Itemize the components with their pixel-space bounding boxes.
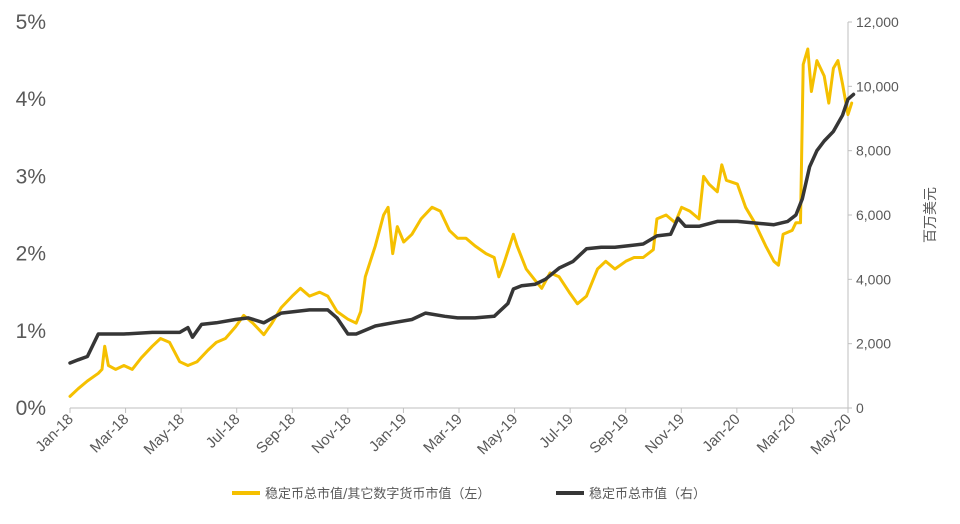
right-tick-label: 4,000	[856, 271, 891, 287]
right-tick-label: 8,000	[856, 143, 891, 159]
left-tick-label: 3%	[16, 165, 46, 188]
right-axis-ticks: 0 2,000 4,000 6,000 8,000 10,000 12,000	[848, 14, 899, 416]
series-layer	[68, 47, 856, 398]
x-tick-marks	[69, 408, 849, 413]
x-tick-label: May-19	[474, 411, 521, 458]
legend: 稳定币总市值/其它数字货币市值（左） 稳定币总市值（右）	[232, 486, 706, 502]
right-tick-label: 0	[856, 400, 864, 416]
left-tick-label: 1%	[16, 320, 46, 343]
x-tick-label: Sep-18	[253, 411, 299, 457]
right-axis-title: 百万美元	[923, 187, 939, 243]
legend-label: 稳定币总市值（右）	[589, 486, 706, 502]
right-tick-label: 2,000	[856, 336, 891, 352]
x-tick-label: Jul-19	[536, 411, 577, 452]
x-tick-label: May-20	[807, 411, 854, 458]
x-tick-label: Jul-18	[203, 411, 244, 452]
legend-label: 稳定币总市值/其它数字货币市值（左）	[265, 486, 490, 502]
x-tick-label: Mar-18	[87, 411, 133, 457]
x-tick-label: Nov-18	[308, 411, 354, 457]
left-tick-label: 5%	[16, 11, 46, 34]
left-tick-label: 2%	[16, 243, 46, 266]
x-tick-label: Jan-20	[699, 411, 743, 455]
x-tick-label: Jan-19	[366, 411, 410, 455]
left-tick-label: 4%	[16, 88, 46, 111]
right-tick-label: 10,000	[856, 78, 899, 94]
left-axis-ticks: 0% 1% 2% 3% 4% 5%	[16, 11, 46, 420]
x-tick-label: Sep-19	[586, 411, 632, 457]
ratio-series-line	[68, 47, 854, 398]
x-tick-label: Mar-20	[754, 411, 800, 457]
x-tick-label: May-18	[141, 411, 188, 458]
x-axis-labels: Jan-18 Mar-18 May-18 Jul-18 Sep-18 Nov-18 Jan-…	[32, 411, 854, 458]
x-tick-label: Nov-19	[642, 411, 688, 457]
marketcap-series-line	[68, 92, 856, 365]
right-tick-label: 12,000	[856, 14, 899, 30]
right-tick-label: 6,000	[856, 207, 891, 223]
x-tick-label: Mar-19	[420, 411, 466, 457]
left-tick-label: 0%	[16, 397, 46, 420]
